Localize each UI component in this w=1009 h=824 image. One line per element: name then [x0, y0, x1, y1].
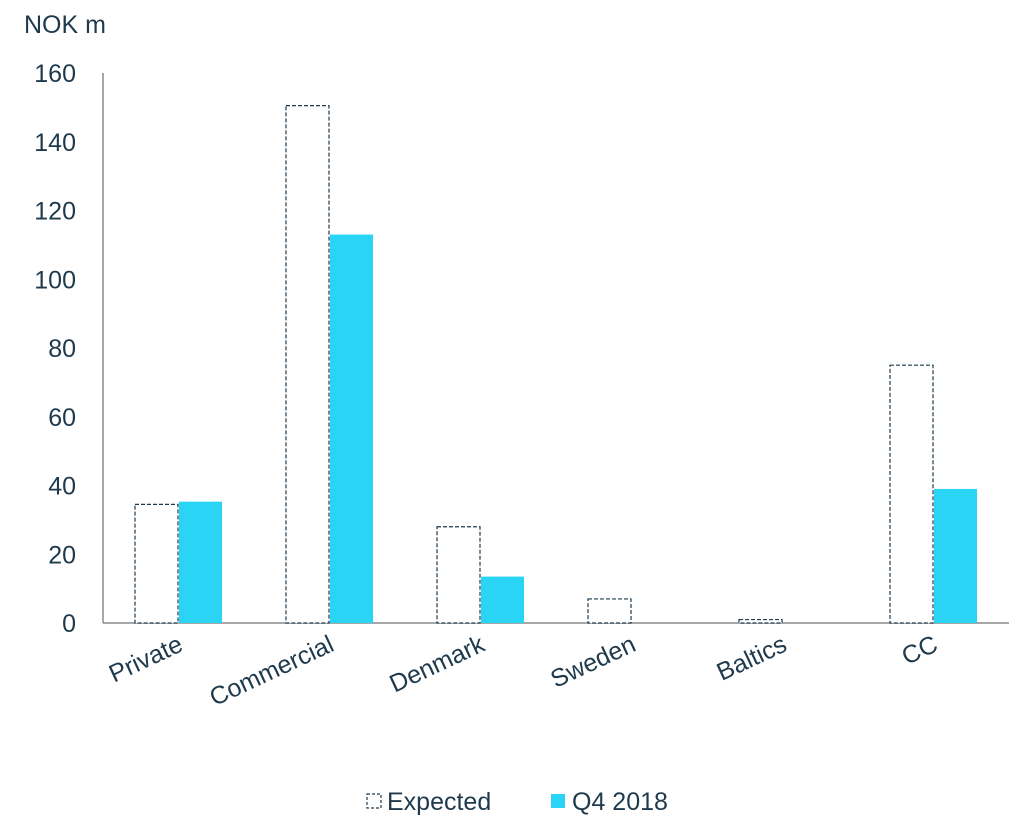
y-tick-label: 100 [34, 266, 76, 294]
bar-expected-commercial [285, 105, 330, 624]
y-tick-label: 120 [34, 198, 76, 226]
legend: Expected Q4 2018 [366, 788, 668, 816]
y-tick-label: 0 [62, 610, 76, 638]
legend-swatch-q4-2018 [551, 794, 565, 808]
y-axis-ticks: 0 20 40 60 80 100 120 140 160 [34, 60, 76, 638]
legend-swatch-expected [366, 793, 382, 809]
x-tick-label-private: Private [105, 630, 187, 688]
y-tick-label: 40 [48, 473, 76, 501]
y-unit-label: NOK m [24, 11, 106, 39]
x-tick-label-sweden: Sweden [546, 630, 640, 694]
bar-q4-2018-denmark [481, 576, 524, 623]
x-tick-label-cc: CC [897, 630, 942, 671]
y-tick-label: 140 [34, 129, 76, 157]
x-tick-label-denmark: Denmark [385, 630, 489, 698]
y-tick-label: 160 [34, 60, 76, 88]
x-axis-ticks: Private Commercial Denmark Sweden Baltics CC [105, 630, 942, 712]
bar-expected-private [134, 503, 179, 624]
bars-group [134, 105, 977, 624]
y-tick-label: 20 [48, 541, 76, 569]
bar-expected-denmark [436, 526, 481, 624]
bar-expected-cc [889, 364, 934, 624]
x-tick-label-commercial: Commercial [205, 630, 338, 712]
y-tick-label: 60 [48, 404, 76, 432]
bar-q4-2018-cc [934, 488, 977, 623]
bar-expected-sweden [587, 598, 632, 624]
x-tick-label-baltics: Baltics [712, 630, 791, 686]
bar-expected-baltics [738, 618, 783, 624]
y-tick-label: 80 [48, 335, 76, 363]
bar-q4-2018-commercial [330, 234, 373, 623]
bar-q4-2018-private [179, 501, 222, 623]
legend-label-expected: Expected [387, 788, 491, 816]
legend-label-q4-2018: Q4 2018 [572, 788, 668, 816]
